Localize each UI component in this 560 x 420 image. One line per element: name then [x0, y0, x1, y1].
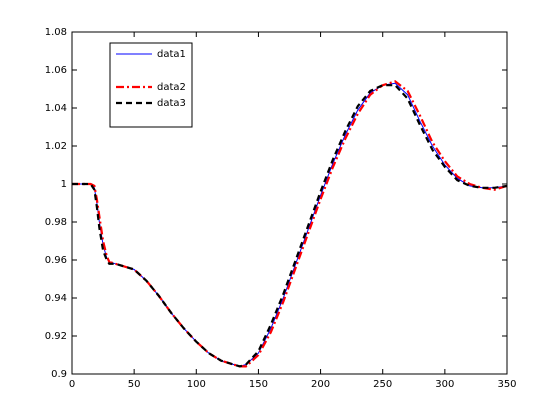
- axes-box: [71, 31, 508, 375]
- x-tick-label: 100: [187, 379, 206, 390]
- y-tick-label: 1.04: [45, 103, 67, 114]
- y-tick-label: 1.02: [45, 141, 67, 152]
- y-tick-label: 0.92: [45, 331, 67, 342]
- x-tick-label: 0: [69, 379, 75, 390]
- x-tick-label: 250: [373, 379, 392, 390]
- y-tick-label: 1.06: [45, 65, 67, 76]
- y-tick-label: 1: [61, 179, 67, 190]
- y-tick-label: 0.94: [45, 293, 67, 304]
- legend-label: data2: [157, 82, 186, 93]
- legend-box: [109, 42, 193, 128]
- x-tick-label: 50: [128, 379, 141, 390]
- y-tick-label: 0.9: [51, 369, 67, 380]
- legend-label: data3: [157, 98, 186, 109]
- series-line: [72, 84, 508, 368]
- x-tick-label: 150: [249, 379, 268, 390]
- legend-label: data1: [157, 49, 186, 60]
- x-tick-label: 350: [497, 379, 516, 390]
- y-tick-label: 0.98: [45, 217, 67, 228]
- y-tick-label: 1.08: [45, 27, 67, 38]
- series-line: [72, 80, 508, 368]
- x-tick-label: 200: [311, 379, 330, 390]
- y-tick-label: 0.96: [45, 255, 67, 266]
- x-tick-label: 300: [435, 379, 454, 390]
